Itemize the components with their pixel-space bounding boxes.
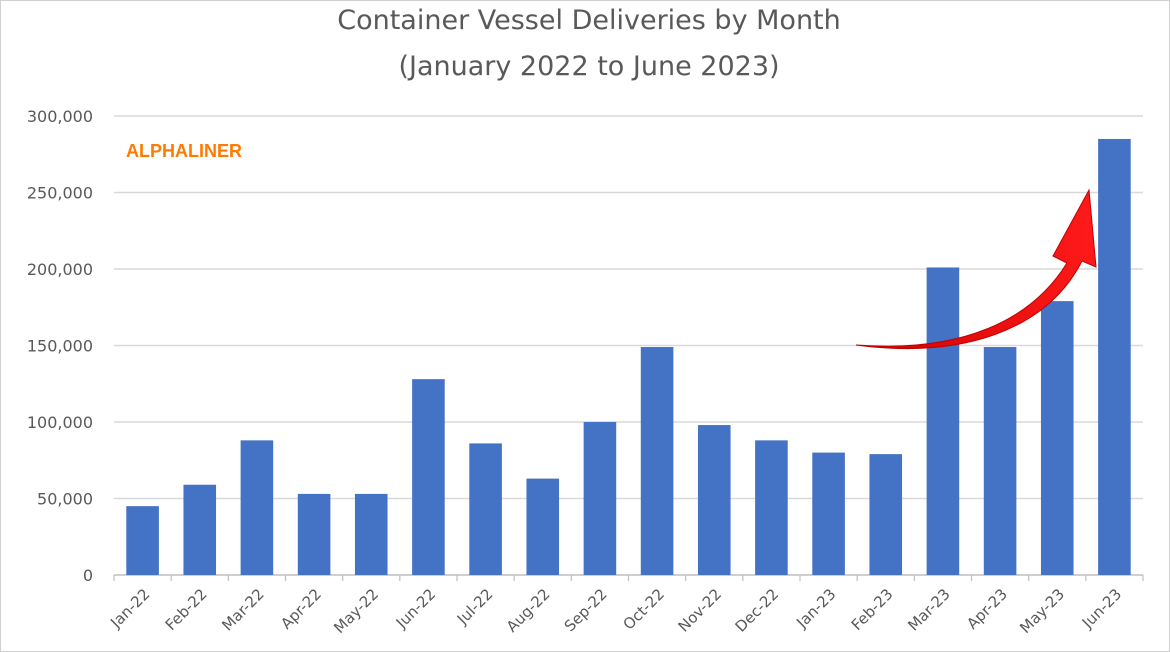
y-tick-label: 150,000 — [27, 337, 93, 356]
bar — [697, 425, 731, 575]
bar — [526, 478, 560, 575]
alphaliner-watermark: ALPHALINER — [126, 141, 242, 161]
x-tick-label: Feb-22 — [162, 585, 211, 634]
x-tick-label: May-23 — [1016, 585, 1068, 637]
bar — [354, 493, 388, 575]
chart-title: Container Vessel Deliveries by Month — [337, 5, 841, 36]
x-tick-label: Mar-23 — [904, 585, 953, 634]
bar — [755, 440, 788, 575]
x-tick-label: Jul-22 — [453, 585, 497, 629]
y-tick-label: 250,000 — [27, 184, 93, 203]
bar — [240, 440, 274, 575]
x-tick-label: Dec-22 — [732, 585, 783, 636]
bar — [869, 454, 903, 575]
bars — [126, 138, 1131, 575]
x-tick-label: Sep-22 — [561, 585, 611, 635]
x-tick-label: Feb-23 — [848, 585, 897, 634]
x-tick-label: Aug-22 — [503, 585, 554, 636]
bar — [983, 347, 1017, 575]
y-tick-label: 0 — [83, 566, 93, 585]
y-axis-ticks: 0 50,000 100,000 150,000 200,000 250,000 300,0… — [27, 107, 93, 585]
x-tick-label: Mar-22 — [218, 585, 267, 634]
y-tick-label: 50,000 — [37, 490, 93, 509]
bar — [297, 493, 331, 575]
x-tick-label: Apr-23 — [963, 585, 1011, 633]
x-tick-label: May-22 — [330, 585, 382, 637]
bar — [812, 452, 845, 575]
bar — [183, 484, 217, 575]
x-axis-ticks: Jan-22 Feb-22 Mar-22 Apr-22 May-22 Jun-22 Jul-… — [106, 575, 1144, 637]
x-tick-label: Jun-22 — [392, 585, 439, 632]
x-tick-label: Apr-22 — [277, 585, 325, 633]
x-tick-label: Jan-23 — [792, 585, 839, 632]
x-tick-label: Nov-22 — [675, 585, 725, 635]
x-tick-label: Jan-22 — [106, 585, 153, 632]
bar — [126, 506, 159, 575]
gridlines — [114, 115, 1143, 576]
x-tick-label: Jun-23 — [1078, 585, 1125, 632]
bar — [1040, 301, 1074, 575]
trend-arrow-shape — [855, 188, 1097, 349]
bar — [469, 443, 502, 575]
bar — [1098, 138, 1131, 575]
chart-subtitle: (January 2022 to June 2023) — [398, 51, 779, 82]
y-tick-label: 300,000 — [27, 107, 93, 126]
y-tick-label: 100,000 — [27, 413, 93, 432]
bar — [926, 267, 960, 575]
bar — [640, 347, 674, 575]
bar — [583, 422, 617, 575]
y-tick-label: 200,000 — [27, 260, 93, 279]
trend-arrow-icon — [855, 188, 1097, 349]
bar — [412, 379, 445, 575]
x-tick-label: Oct-22 — [620, 585, 668, 633]
